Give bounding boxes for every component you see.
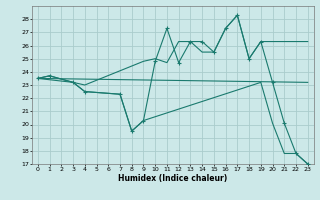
X-axis label: Humidex (Indice chaleur): Humidex (Indice chaleur) — [118, 174, 228, 183]
